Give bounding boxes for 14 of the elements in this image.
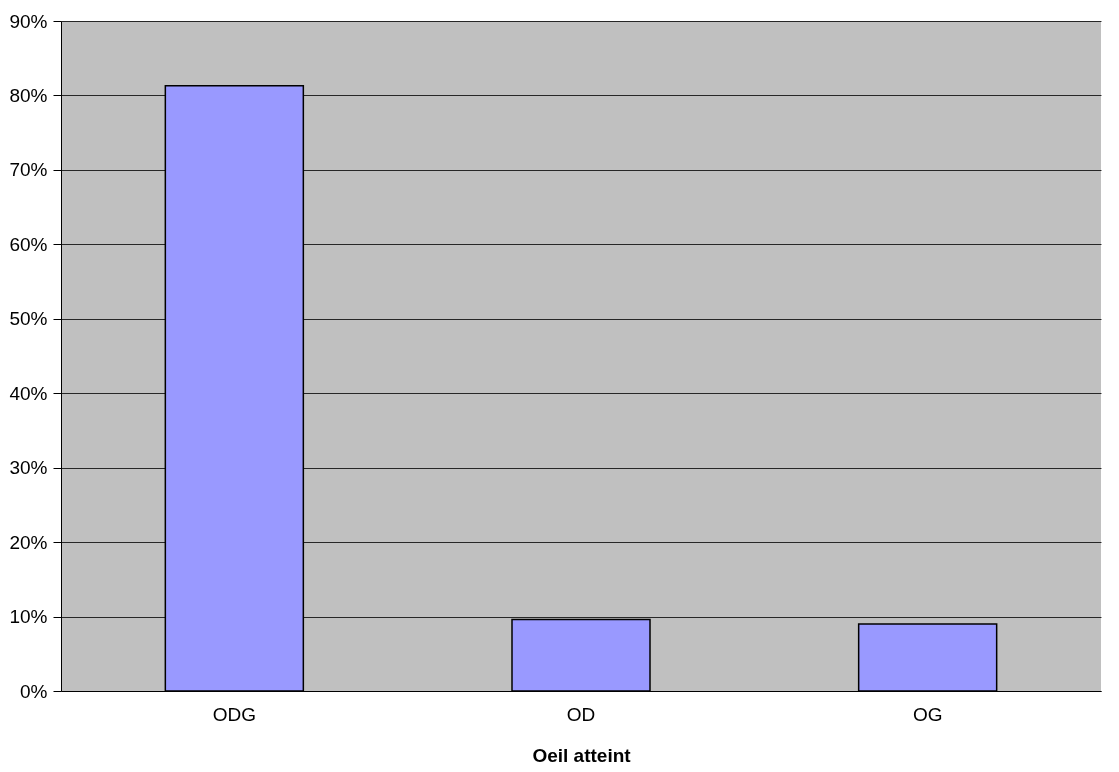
y-tick-label: 20% — [9, 531, 48, 553]
y-tick-label: 10% — [9, 606, 48, 628]
y-tick-label: 90% — [9, 10, 48, 32]
y-tick-label: 80% — [9, 84, 48, 106]
x-tick-label: ODG — [212, 703, 256, 725]
y-tick-label: 50% — [9, 308, 48, 330]
y-tick-label: 70% — [9, 159, 48, 181]
x-tick-label: OG — [912, 703, 943, 725]
x-axis-title: Oeil atteint — [532, 744, 632, 766]
y-tick-label: 30% — [9, 457, 48, 479]
y-tick-label: 40% — [9, 382, 48, 404]
x-tick-label: OD — [566, 703, 596, 725]
y-tick-label: 60% — [9, 233, 48, 255]
y-tick-label: 0% — [20, 680, 48, 702]
